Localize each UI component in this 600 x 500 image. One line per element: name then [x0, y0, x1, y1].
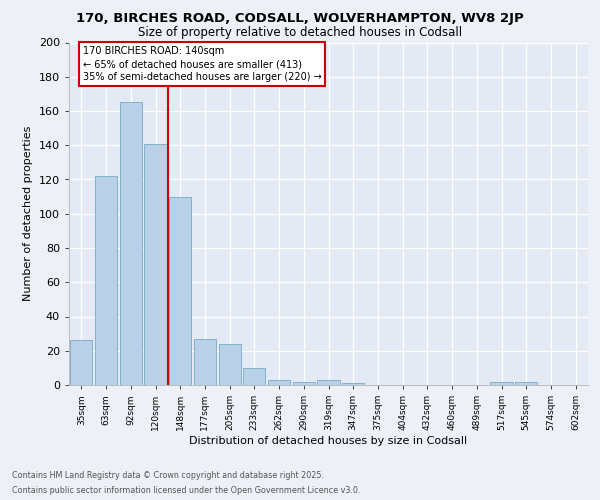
Bar [490, 382, 512, 385]
Bar [95, 176, 117, 385]
Bar [145, 144, 167, 385]
Text: Contains public sector information licensed under the Open Government Licence v3: Contains public sector information licen… [12, 486, 361, 495]
Bar [243, 368, 265, 385]
X-axis label: Distribution of detached houses by size in Codsall: Distribution of detached houses by size … [190, 436, 467, 446]
Bar [194, 339, 216, 385]
Bar [169, 196, 191, 385]
Bar [70, 340, 92, 385]
Text: Contains HM Land Registry data © Crown copyright and database right 2025.: Contains HM Land Registry data © Crown c… [12, 471, 324, 480]
Y-axis label: Number of detached properties: Number of detached properties [23, 126, 33, 302]
Bar [119, 102, 142, 385]
Text: Size of property relative to detached houses in Codsall: Size of property relative to detached ho… [138, 26, 462, 39]
Bar [293, 382, 315, 385]
Text: 170 BIRCHES ROAD: 140sqm
← 65% of detached houses are smaller (413)
35% of semi-: 170 BIRCHES ROAD: 140sqm ← 65% of detach… [83, 46, 322, 82]
Text: 170, BIRCHES ROAD, CODSALL, WOLVERHAMPTON, WV8 2JP: 170, BIRCHES ROAD, CODSALL, WOLVERHAMPTO… [76, 12, 524, 25]
Bar [317, 380, 340, 385]
Bar [342, 384, 364, 385]
Bar [515, 382, 538, 385]
Bar [268, 380, 290, 385]
Bar [218, 344, 241, 385]
